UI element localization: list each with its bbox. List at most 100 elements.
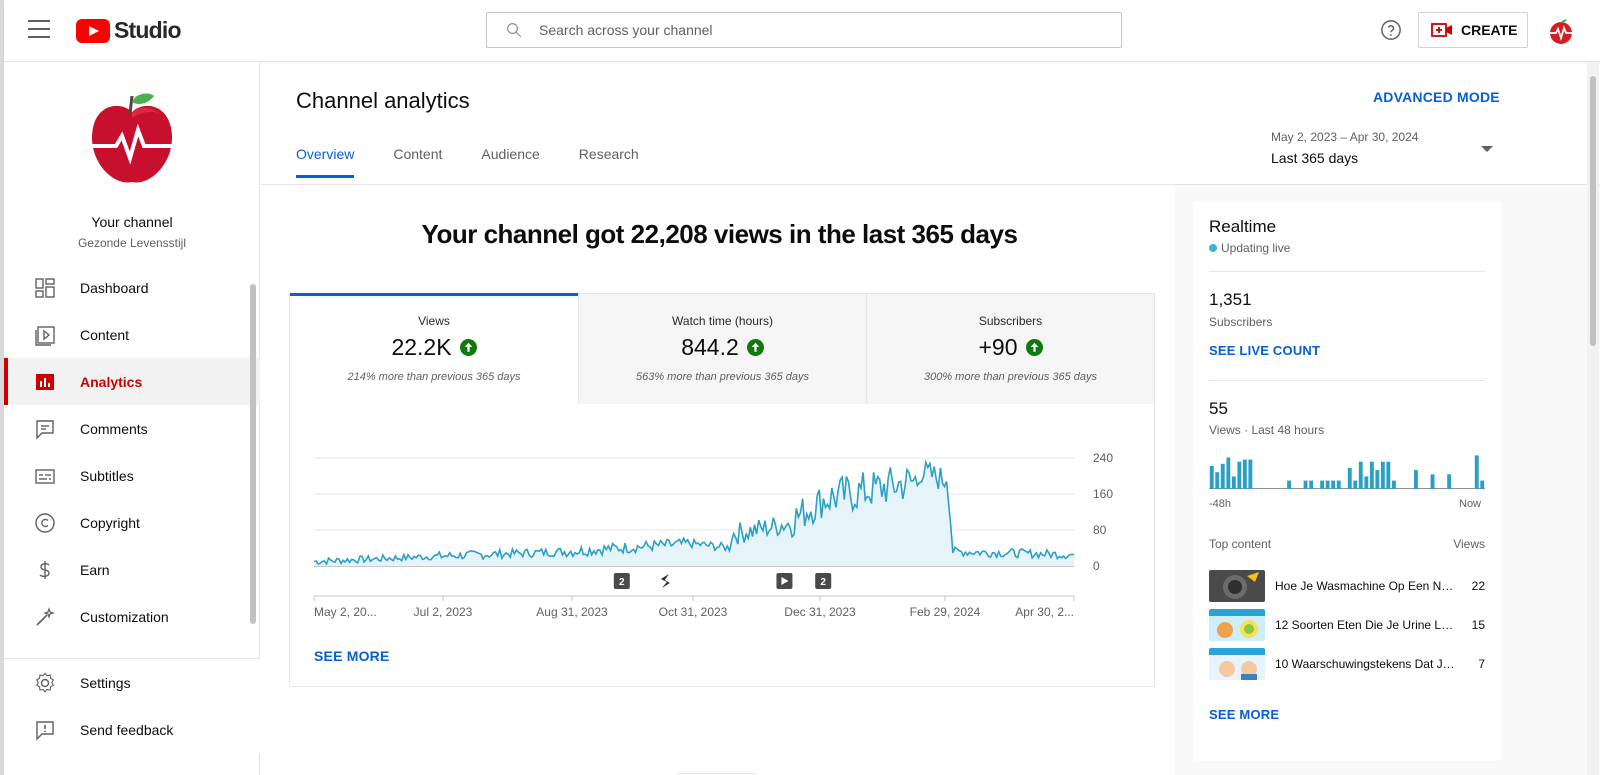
realtime-see-more-button[interactable]: SEE MORE <box>1209 707 1280 722</box>
sidebar-scrollbar[interactable] <box>250 272 256 662</box>
sidebar: Your channel Gezonde Levensstijl Dashboa… <box>4 62 260 775</box>
upload-count-marker[interactable]: 2 <box>613 573 630 589</box>
realtime-bar[interactable] <box>1474 455 1479 489</box>
realtime-bar[interactable] <box>1237 461 1242 489</box>
sidebar-item-analytics[interactable]: Analytics <box>4 358 260 405</box>
sidebar-item-label: Send feedback <box>80 721 174 738</box>
realtime-bar[interactable] <box>1369 461 1374 489</box>
upload-count-marker[interactable]: 2 <box>815 573 832 589</box>
tab-audience[interactable]: Audience <box>481 146 540 162</box>
top-content-row[interactable]: Hoe Je Wasmachine Op Een Natuurlijke Man… <box>1209 570 1485 602</box>
video-views: 22 <box>1471 579 1485 593</box>
x-tick-label: Aug 31, 2023 <box>536 605 608 619</box>
updating-live-label: Updating live <box>1221 241 1291 255</box>
x-tick-label: May 2, 20... <box>314 605 377 619</box>
arrow-up-icon <box>459 339 477 356</box>
studio-logo[interactable]: Studio <box>76 17 182 44</box>
create-video-icon <box>1431 23 1452 37</box>
earn-icon <box>39 561 50 579</box>
realtime-bar[interactable] <box>1242 459 1247 489</box>
sidebar-nav: Dashboard Content Analytics Comments Sub… <box>4 264 260 640</box>
realtime-bar[interactable] <box>1480 480 1485 489</box>
sidebar-item-dashboard[interactable]: Dashboard <box>4 264 260 311</box>
views-chart[interactable]: 0 80 160 240 2 2 May 2, 20... Jul 2, 2023 Aug 31… <box>290 404 1156 634</box>
realtime-bar[interactable] <box>1414 470 1418 489</box>
advanced-mode-button[interactable]: ADVANCED MODE <box>1373 89 1500 105</box>
sidebar-item-comments[interactable]: Comments <box>4 405 260 452</box>
search-box[interactable] <box>486 12 1122 48</box>
realtime-bar[interactable] <box>1209 465 1214 489</box>
realtime-bar[interactable] <box>1347 468 1352 489</box>
realtime-bar[interactable] <box>1220 463 1225 489</box>
create-button[interactable]: CREATE <box>1418 12 1528 48</box>
tab-overview[interactable]: Overview <box>296 146 355 178</box>
sidebar-item-content[interactable]: Content <box>4 311 260 358</box>
realtime-bar[interactable] <box>1303 480 1308 489</box>
realtime-bar[interactable] <box>1353 480 1358 489</box>
page-scroll-thumb[interactable] <box>1590 76 1596 346</box>
realtime-bar[interactable] <box>1380 461 1385 489</box>
channel-logo[interactable] <box>82 90 182 190</box>
sidebar-item-settings[interactable]: Settings <box>4 659 260 706</box>
realtime-bar[interactable] <box>1336 480 1341 489</box>
metric-value-row: +90 <box>867 334 1154 361</box>
subscriber-label: Subscribers <box>1209 315 1273 329</box>
realtime-bar[interactable] <box>1386 461 1391 489</box>
metric-tabs: Views 22.2K 214% more than previous 365 … <box>290 293 1154 404</box>
video-marker-icon[interactable] <box>776 573 793 589</box>
help-icon[interactable] <box>1380 19 1402 41</box>
updating-live: Updating live <box>1209 241 1290 255</box>
sidebar-item-earn[interactable]: Earn <box>4 546 260 593</box>
realtime-bar[interactable] <box>1447 474 1452 489</box>
tab-research[interactable]: Research <box>578 146 639 162</box>
top-content-row[interactable]: 10 Waarschuwingstekens Dat Je Lichaam Hu… <box>1209 648 1485 680</box>
tab-content[interactable]: Content <box>393 146 443 162</box>
tabs-divider <box>261 184 1600 185</box>
realtime-bar[interactable] <box>1364 476 1369 489</box>
realtime-bar[interactable] <box>1375 470 1380 489</box>
right-panel: Realtime Updating live 1,351 Subscribers… <box>1175 185 1600 775</box>
metric-change: 300% more than previous 365 days <box>923 371 1098 383</box>
realtime-bar[interactable] <box>1226 457 1231 490</box>
realtime-card: Realtime Updating live 1,351 Subscribers… <box>1193 201 1501 761</box>
realtime-bar[interactable] <box>1231 476 1236 489</box>
search-input[interactable] <box>539 19 1099 41</box>
realtime-views-chart[interactable] <box>1209 445 1485 489</box>
overview-content: Your channel got 22,208 views in the las… <box>261 185 1178 775</box>
video-title: 12 Soorten Eten Die Je Urine Laten Verkl… <box>1275 618 1457 632</box>
y-tick-label: 80 <box>1093 523 1107 537</box>
realtime-bar[interactable] <box>1248 459 1253 489</box>
metric-tab-watch-time[interactable]: Watch time (hours) 844.2 563% more than … <box>578 294 866 404</box>
realtime-bar[interactable] <box>1430 474 1435 489</box>
date-range-picker[interactable]: May 2, 2023 – Apr 30, 2024 Last 365 days <box>1271 130 1496 170</box>
x-tick-label: Dec 31, 2023 <box>784 605 856 619</box>
realtime-bar[interactable] <box>1358 461 1363 489</box>
sidebar-item-customization[interactable]: Customization <box>4 593 260 640</box>
date-range-label: Last 365 days <box>1271 150 1359 166</box>
your-channel-label: Your channel <box>91 214 173 230</box>
realtime-bar[interactable] <box>1215 472 1220 489</box>
divider <box>1209 271 1485 272</box>
see-more-button[interactable]: SEE MORE <box>314 648 390 664</box>
analytics-icon <box>36 374 54 390</box>
realtime-bar[interactable] <box>1325 480 1330 489</box>
shorts-marker-icon[interactable] <box>660 574 670 588</box>
realtime-bar[interactable] <box>1287 480 1291 489</box>
menu-icon[interactable] <box>28 20 50 38</box>
sidebar-item-send-feedback[interactable]: Send feedback <box>4 706 260 753</box>
sidebar-scroll-thumb[interactable] <box>250 284 256 624</box>
account-avatar[interactable] <box>1546 16 1576 46</box>
metric-tab-views[interactable]: Views 22.2K 214% more than previous 365 … <box>290 293 578 404</box>
realtime-bar[interactable] <box>1392 480 1396 489</box>
realtime-bar[interactable] <box>1309 480 1314 489</box>
realtime-bar[interactable] <box>1331 480 1336 489</box>
see-live-count-button[interactable]: SEE LIVE COUNT <box>1209 343 1321 358</box>
metrics-card: Views 22.2K 214% more than previous 365 … <box>289 293 1155 687</box>
sidebar-item-subtitles[interactable]: Subtitles <box>4 452 260 499</box>
page-scrollbar[interactable] <box>1587 62 1599 775</box>
sidebar-item-copyright[interactable]: Copyright <box>4 499 260 546</box>
realtime-bar[interactable] <box>1320 480 1325 489</box>
top-content-row[interactable]: 12 Soorten Eten Die Je Urine Laten Verkl… <box>1209 609 1485 641</box>
metric-tab-subscribers[interactable]: Subscribers +90 300% more than previous … <box>866 294 1154 404</box>
logo-text: Studio <box>114 17 182 43</box>
